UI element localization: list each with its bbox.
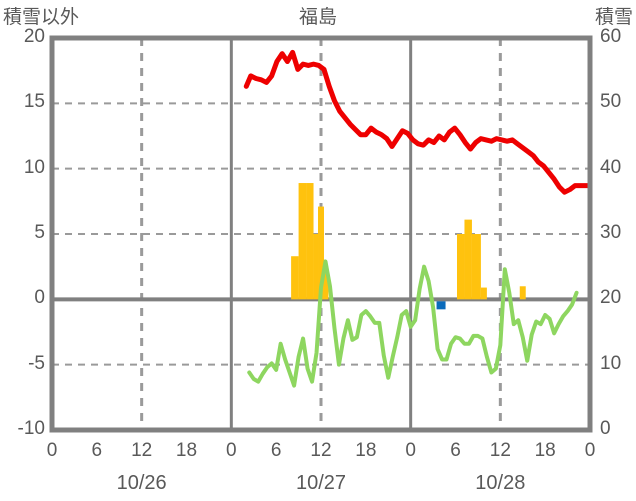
x-axis-tick-3: 18 <box>175 440 198 461</box>
y-axis-left-tick-0: 0 <box>34 287 45 309</box>
y-axis-left-tick-5: 5 <box>34 222 45 243</box>
y-axis-left-tick-15: 15 <box>23 91 45 113</box>
x-axis-tick-11: 18 <box>534 440 556 461</box>
bar-snow-9 <box>480 287 487 300</box>
bar-snow-8 <box>471 234 481 300</box>
x-axis-tick-1: 6 <box>91 440 103 461</box>
left-axis-title: 積雪以外 <box>3 7 80 28</box>
bar-snow-4 <box>318 206 324 300</box>
y-axis-left-tick-20: 20 <box>23 26 45 47</box>
y-axis-left-tick--5: -5 <box>28 352 45 374</box>
blue-marker-0 <box>436 301 446 310</box>
bar-snow-3 <box>313 234 319 300</box>
bar-snow-10 <box>519 286 526 300</box>
x-axis-tick-4: 0 <box>226 440 237 461</box>
chart-title: 福島 <box>298 7 337 28</box>
y-axis-right-tick-50: 50 <box>600 91 622 113</box>
bar-snow-7 <box>464 219 472 300</box>
x-axis-tick-9: 6 <box>450 440 461 461</box>
bar-snow-5 <box>323 273 329 300</box>
x-axis-tick-0: 0 <box>46 440 58 461</box>
y-axis-right-tick-30: 30 <box>600 222 622 243</box>
right-axis-title: 積雪 <box>594 7 633 28</box>
x-axis-tick-8: 0 <box>405 440 416 461</box>
x-axis-tick-7: 18 <box>355 440 377 461</box>
x-axis-tick-10: 12 <box>489 440 511 461</box>
plot-frame <box>49 35 593 433</box>
x-axis-tick-2: 12 <box>131 440 153 461</box>
green-line-series <box>247 259 579 388</box>
x-axis-tick-6: 12 <box>310 440 332 461</box>
y-axis-left-tick-10: 10 <box>23 156 45 178</box>
y-axis-right-tick-20: 20 <box>600 287 622 309</box>
bar-snow-0 <box>291 256 299 300</box>
y-axis-right-tick-40: 40 <box>600 156 622 178</box>
x-axis-tick-12: 0 <box>584 440 596 461</box>
y-axis-right-tick-60: 60 <box>600 26 622 47</box>
x-axis-day-label-10-27: 10/27 <box>295 472 347 494</box>
y-axis-left-tick--10: -10 <box>17 418 45 439</box>
bar-snow-1 <box>298 183 307 300</box>
bar-snow-6 <box>456 234 465 300</box>
x-axis-day-label-10-26: 10/26 <box>116 472 167 494</box>
x-axis-day-label-10-28: 10/28 <box>475 472 526 494</box>
x-axis-tick-5: 6 <box>270 440 282 461</box>
y-axis-right-tick-10: 10 <box>600 352 622 374</box>
bar-snow-2 <box>306 183 314 300</box>
y-axis-right-tick-0: 0 <box>600 418 611 439</box>
red-line-series <box>243 49 593 195</box>
